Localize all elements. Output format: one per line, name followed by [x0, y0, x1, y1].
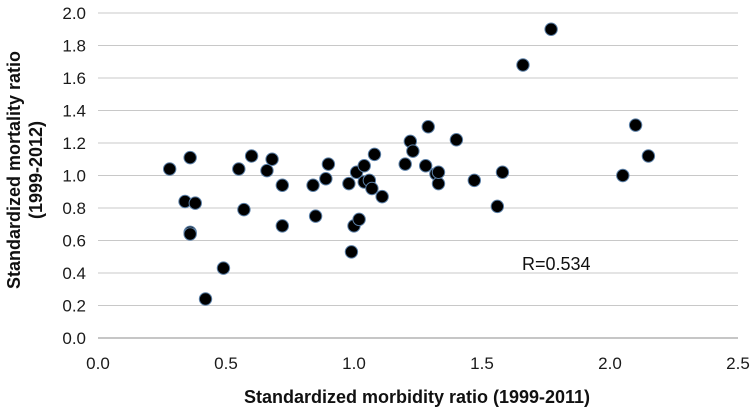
data-point	[544, 22, 558, 36]
data-point	[198, 292, 213, 306]
data-point	[306, 178, 320, 192]
data-point	[449, 133, 464, 147]
data-point	[308, 209, 323, 223]
data-point	[406, 144, 420, 158]
data-point	[431, 176, 446, 191]
x-tick-label: 2.5	[726, 354, 750, 373]
data-point	[260, 163, 274, 178]
data-point	[237, 202, 251, 217]
data-point	[495, 165, 510, 179]
data-point	[265, 152, 279, 166]
data-point	[490, 199, 505, 214]
y-tick-label: 1.2	[62, 134, 86, 153]
data-point	[344, 245, 359, 259]
y-tick-label: 0.6	[62, 232, 86, 251]
data-point	[628, 118, 643, 132]
y-tick-label: 1.6	[62, 69, 86, 88]
data-points	[162, 22, 656, 306]
data-point	[188, 196, 202, 210]
data-point	[418, 159, 433, 173]
x-tick-label: 0.5	[214, 354, 238, 373]
x-tick-label: 1.5	[470, 354, 494, 373]
y-tick-label: 2.0	[62, 4, 86, 23]
y-tick-label: 1.8	[62, 37, 86, 56]
data-point	[232, 162, 246, 176]
data-point	[367, 147, 382, 162]
y-tick-label: 1.4	[62, 102, 86, 121]
data-point	[275, 219, 290, 233]
data-point	[365, 181, 379, 196]
data-point	[162, 162, 177, 176]
y-tick-label: 0.4	[62, 264, 86, 283]
data-point	[183, 227, 197, 241]
y-axis-title-line-1: Standardized mortality ratio	[4, 51, 24, 289]
x-tick-label: 2.0	[598, 354, 622, 373]
y-axis-title-line-2: (1999-2012)	[26, 121, 46, 219]
x-tick-label: 1.0	[342, 354, 366, 373]
data-point	[216, 261, 231, 275]
data-point	[398, 157, 412, 171]
data-point	[516, 58, 530, 72]
data-point	[183, 150, 197, 165]
data-point	[357, 159, 371, 173]
data-point	[616, 168, 630, 183]
y-tick-label: 1.0	[62, 167, 86, 186]
x-tick-label: 0.0	[86, 354, 110, 373]
data-point	[431, 165, 446, 179]
gridlines	[98, 12, 738, 306]
data-point	[352, 212, 366, 227]
data-point	[375, 189, 389, 204]
data-point	[641, 149, 656, 163]
x-axis-title: Standardized morbidity ratio (1999-2011)	[244, 387, 590, 407]
data-point	[421, 120, 435, 134]
data-point	[275, 178, 290, 192]
y-tick-label: 0.0	[62, 329, 86, 348]
x-tick-labels: 0.0 0.5 1.0 1.5 2.0 2.5	[86, 354, 750, 373]
y-tick-label: 0.8	[62, 199, 86, 218]
data-point	[467, 173, 482, 188]
data-point	[342, 176, 356, 191]
data-point	[319, 172, 333, 186]
data-point	[244, 149, 259, 163]
y-tick-labels: 0.0 0.2 0.4 0.6 0.8 1.0 1.2 1.4 1.6 1.8 2.0	[62, 4, 86, 348]
data-point	[321, 157, 336, 171]
correlation-annotation: R=0.534	[522, 254, 591, 274]
y-tick-label: 0.2	[62, 297, 86, 316]
